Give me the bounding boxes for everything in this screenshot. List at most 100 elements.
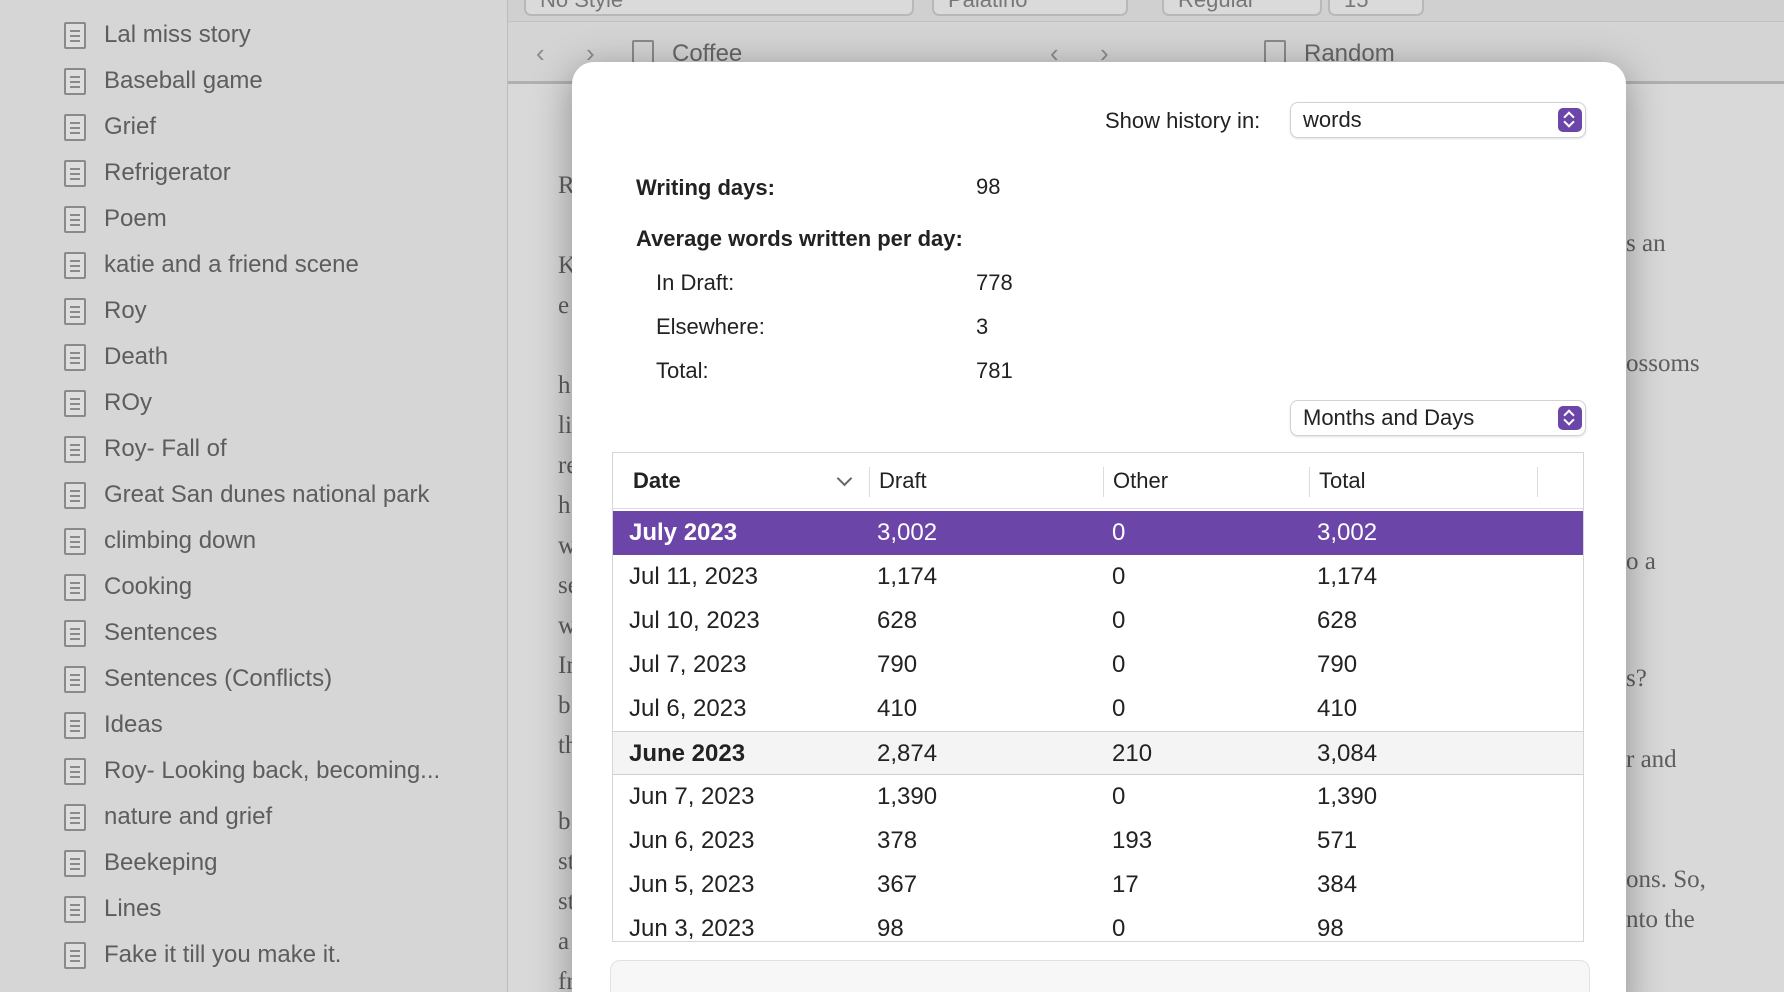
document-icon	[64, 665, 86, 693]
document-icon	[64, 67, 86, 95]
table-row[interactable]: Jun 5, 2023 367 17 384	[613, 863, 1583, 907]
sidebar-item[interactable]: Roy	[64, 291, 147, 331]
sidebar-item[interactable]: Great San dunes national park	[64, 475, 430, 515]
sidebar-item[interactable]: Sentences	[64, 613, 217, 653]
column-header-draft[interactable]: Draft	[879, 468, 927, 493]
sidebar-item[interactable]: ROy	[64, 383, 152, 423]
cell-draft: 1,390	[877, 783, 938, 810]
document-icon	[64, 389, 86, 417]
history-table[interactable]: Date Draft Other Total July 2023 3,002 0 3,…	[612, 452, 1584, 942]
table-row[interactable]: Jul 7, 2023 790 0 790	[613, 643, 1583, 687]
sidebar-item-label: katie and a friend scene	[104, 251, 359, 278]
sidebar-item[interactable]: Baseball game	[64, 61, 263, 101]
table-row[interactable]: Jun 6, 2023 378 193 571	[613, 819, 1583, 863]
forward-icon-right[interactable]: ›	[1100, 38, 1109, 68]
size-select[interactable]: 15	[1328, 0, 1424, 16]
sidebar-item[interactable]: Lines	[64, 889, 161, 929]
sidebar-item-label: Lines	[104, 895, 162, 922]
cell-date: Jul 7, 2023	[629, 651, 747, 678]
sidebar-item[interactable]: Roy- Fall of	[64, 429, 227, 469]
sidebar-item-label: ROy	[104, 389, 152, 416]
sidebar-item-label: Poem	[104, 205, 167, 232]
sidebar-item[interactable]: Poem	[64, 199, 167, 239]
editor-text-fragment: nto the	[1626, 906, 1695, 933]
table-group-row[interactable]: July 2023 3,002 0 3,002	[613, 511, 1583, 555]
weight-select[interactable]: Regular	[1162, 0, 1322, 16]
document-icon	[64, 849, 86, 877]
font-select[interactable]: Palatino	[932, 0, 1128, 16]
cell-other: 0	[1112, 651, 1126, 678]
editor-text-fragment: st	[558, 848, 575, 875]
cell-total: 410	[1317, 695, 1358, 722]
table-row[interactable]: Jul 6, 2023 410 0 410	[613, 687, 1583, 731]
column-header-date[interactable]: Date	[633, 468, 681, 493]
document-icon	[64, 343, 86, 371]
grouping-value: Months and Days	[1303, 405, 1475, 430]
sidebar-item[interactable]: katie and a friend scene	[64, 245, 359, 285]
sidebar-item-label: Roy- Looking back, becoming...	[104, 757, 441, 784]
editor-text-fragment: h	[558, 372, 571, 399]
back-icon[interactable]: ‹	[536, 38, 545, 68]
sidebar-item-label: Cooking	[104, 573, 193, 600]
sidebar-item[interactable]: Death	[64, 337, 168, 377]
cell-other: 17	[1112, 871, 1139, 898]
editor-text-fragment: s?	[1626, 665, 1647, 692]
sidebar-item[interactable]: Refrigerator	[64, 153, 231, 193]
sidebar-item-label: Death	[104, 343, 169, 370]
cell-date: June 2023	[629, 740, 746, 767]
table-group-row[interactable]: June 2023 2,874 210 3,084	[613, 731, 1583, 775]
sidebar-item-label: Great San dunes national park	[104, 481, 430, 508]
show-history-select[interactable]: words	[1290, 102, 1586, 138]
sidebar-item[interactable]: Fake it till you make it.	[64, 935, 341, 975]
sort-chevron-icon[interactable]	[836, 470, 853, 487]
sidebar-item[interactable]: Sentences (Conflicts)	[64, 659, 332, 699]
style-select[interactable]: No Style	[524, 0, 914, 16]
popup-stepper-icon	[1558, 108, 1582, 132]
sidebar-item-label: nature and grief	[104, 803, 273, 830]
document-icon	[64, 573, 86, 601]
cell-total: 628	[1317, 607, 1358, 634]
editor-text-fragment: b	[558, 808, 571, 835]
sidebar-item[interactable]: Grief	[64, 107, 156, 147]
sidebar-item-label: climbing down	[104, 527, 257, 554]
column-header-total[interactable]: Total	[1319, 468, 1366, 493]
sidebar-item[interactable]: nature and grief	[64, 797, 272, 837]
cell-total: 98	[1317, 915, 1344, 942]
column-divider	[1537, 467, 1538, 497]
table-header: Date Draft Other Total	[613, 453, 1583, 509]
sidebar-item[interactable]: Beekeping	[64, 843, 217, 883]
cell-draft: 628	[877, 607, 918, 634]
table-row[interactable]: Jun 7, 2023 1,390 0 1,390	[613, 775, 1583, 819]
cell-date: Jun 6, 2023	[629, 827, 755, 854]
in-draft-label: In Draft:	[656, 270, 735, 295]
editor-text-fragment: r and	[1626, 746, 1677, 773]
cell-date: Jul 10, 2023	[629, 607, 760, 634]
in-draft-value: 778	[976, 270, 1013, 295]
table-row[interactable]: Jul 10, 2023 628 0 628	[613, 599, 1583, 643]
sidebar-item[interactable]: Roy- Looking back, becoming...	[64, 751, 440, 791]
document-icon	[64, 205, 86, 233]
column-header-other[interactable]: Other	[1113, 468, 1169, 493]
cell-total: 3,084	[1317, 740, 1378, 767]
back-icon-right[interactable]: ‹	[1050, 38, 1059, 68]
forward-icon[interactable]: ›	[586, 38, 595, 68]
column-divider	[1309, 467, 1310, 497]
document-icon	[64, 711, 86, 739]
sidebar-item-label: Baseball game	[104, 67, 263, 94]
show-history-label: Show history in:	[1105, 108, 1261, 133]
column-divider	[1103, 467, 1104, 497]
sidebar-item[interactable]: Ideas	[64, 705, 163, 745]
total-label: Total:	[656, 358, 709, 383]
table-row[interactable]: Jul 11, 2023 1,174 0 1,174	[613, 555, 1583, 599]
sidebar-item[interactable]: climbing down	[64, 521, 256, 561]
sidebar-item[interactable]: Lal miss story	[64, 15, 251, 55]
graph-panel	[610, 960, 1590, 992]
sidebar-item-label: Grief	[104, 113, 157, 140]
editor-text-fragment: li	[558, 412, 572, 439]
sidebar-item[interactable]: Cooking	[64, 567, 192, 607]
document-icon	[64, 757, 86, 785]
document-icon	[64, 113, 86, 141]
cell-other: 0	[1112, 563, 1126, 590]
grouping-select[interactable]: Months and Days	[1290, 400, 1586, 436]
table-row[interactable]: Jun 3, 2023 98 0 98	[613, 907, 1583, 942]
